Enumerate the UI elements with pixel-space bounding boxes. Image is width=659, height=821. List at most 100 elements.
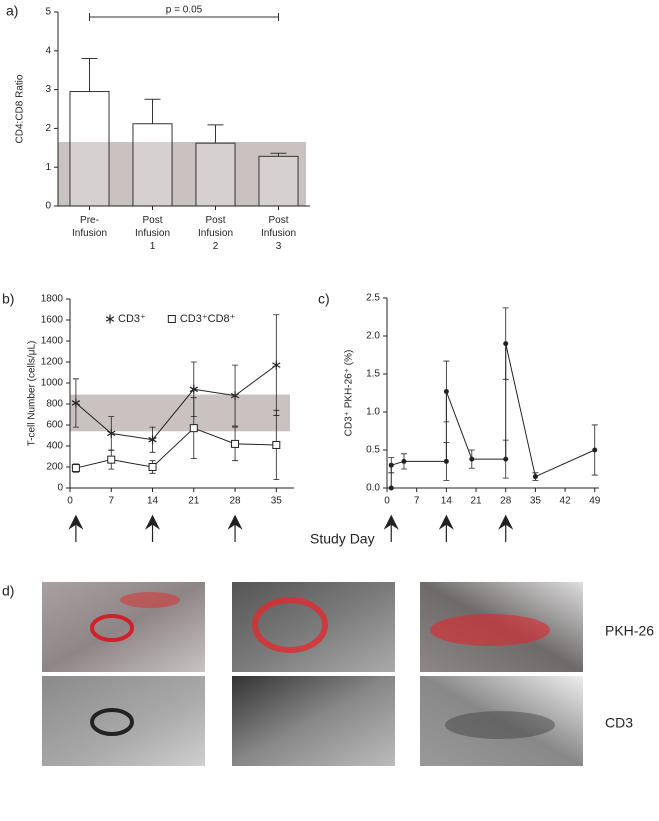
y-tick-label: 0.0 <box>366 483 380 494</box>
infusion-arrow <box>68 514 84 542</box>
x-tick-label: 28 <box>500 496 512 507</box>
point <box>532 474 538 480</box>
x-tick-label-line: Infusion <box>135 228 170 239</box>
x-tick-label: 0 <box>67 496 73 507</box>
infusion-arrow <box>383 514 399 542</box>
x-tick-label-line: 2 <box>213 241 219 252</box>
y-tick-label: 1.5 <box>366 369 380 380</box>
stain <box>90 708 134 736</box>
point <box>231 439 240 448</box>
x-tick-label-line: 1 <box>150 241 156 252</box>
y-tick-label: 4 <box>45 45 51 56</box>
micrograph <box>232 676 395 766</box>
y-tick-label: 0.5 <box>366 445 380 456</box>
legend-marker <box>167 315 176 323</box>
y-tick-label: 1 <box>45 162 51 173</box>
point <box>230 391 240 401</box>
point <box>148 435 157 445</box>
bar <box>258 155 299 207</box>
x-tick-label-line: Infusion <box>198 228 233 239</box>
reference-band <box>58 141 306 206</box>
x-tick-label-line: Infusion <box>261 228 296 239</box>
y-tick-label: 2 <box>45 123 51 134</box>
point <box>401 458 407 464</box>
x-tick-label: 42 <box>560 496 572 507</box>
y-tick-label: 1.0 <box>366 407 380 418</box>
point <box>443 388 449 394</box>
x-tick-label: 49 <box>589 496 601 507</box>
row-label: CD3 <box>605 715 633 731</box>
line <box>390 343 595 488</box>
x-tick-label: 7 <box>414 496 420 507</box>
point <box>388 462 394 468</box>
bar <box>195 142 236 207</box>
x-tick-label-line: 3 <box>276 241 282 252</box>
stain <box>430 614 550 646</box>
point <box>71 398 81 408</box>
y-tick-label: 1400 <box>41 336 64 347</box>
x-tick-label: Post Infusion 1 <box>135 215 170 252</box>
point <box>592 447 598 453</box>
panel-label: c) <box>318 291 330 307</box>
y-tick-label: 1600 <box>41 315 64 326</box>
micrograph <box>420 676 583 766</box>
point <box>272 360 281 370</box>
x-tick-label: 14 <box>441 496 453 507</box>
infusion-arrow <box>438 514 454 542</box>
point <box>388 485 394 491</box>
x-tick-label: Post Infusion 3 <box>261 215 296 252</box>
y-tick-label: 2.0 <box>366 331 380 342</box>
y-tick-label: 400 <box>46 441 63 452</box>
error-bar <box>270 152 287 157</box>
x-axis-label: Study Day <box>310 531 375 547</box>
point <box>189 424 198 433</box>
x-tick-label: 28 <box>229 496 241 507</box>
error-bar <box>207 124 224 144</box>
significance-bracket <box>89 13 279 21</box>
y-axis-label: CD4:CD8 Ratio <box>15 74 26 143</box>
panel-label: a) <box>6 3 18 19</box>
point <box>469 456 475 462</box>
micrograph <box>42 676 205 766</box>
infusion-arrow <box>144 514 161 542</box>
x-tick-label: 0 <box>384 496 390 507</box>
y-tick-label: 1200 <box>41 357 64 368</box>
y-tick-label: 0 <box>57 483 63 494</box>
y-tick-label: 1000 <box>41 378 64 389</box>
point <box>503 456 509 462</box>
line <box>75 364 277 441</box>
infusion-arrow <box>227 514 243 542</box>
infusion-arrow <box>498 514 514 542</box>
stain <box>90 614 134 642</box>
error-bar <box>81 58 98 92</box>
x-tick-label: Post Infusion 2 <box>198 215 233 252</box>
x-tick-label: 21 <box>470 496 482 507</box>
legend-label: CD3⁺ <box>118 313 146 325</box>
x-tick-label: 35 <box>271 496 283 507</box>
x-tick-label-line: Post <box>142 215 162 226</box>
point <box>107 428 116 438</box>
point <box>272 440 281 449</box>
stain <box>252 597 328 653</box>
point <box>443 458 449 464</box>
reference-band <box>70 394 290 432</box>
point <box>107 455 116 464</box>
y-axis-label: CD3⁺ PKH-26⁺ (%) <box>344 350 355 437</box>
x-tick-label-line: Pre- <box>80 215 99 226</box>
x-tick-label: 7 <box>108 496 114 507</box>
legend-label: CD3⁺CD8⁺ <box>180 313 236 325</box>
y-tick-label: 200 <box>46 462 63 473</box>
y-tick-label: 1800 <box>41 294 64 305</box>
error-bar <box>144 98 161 124</box>
point <box>148 463 157 471</box>
y-tick-label: 800 <box>46 399 63 410</box>
y-tick-label: 2.5 <box>366 293 380 304</box>
annotation: p = 0.05 <box>166 5 203 16</box>
panel-label: d) <box>2 583 14 599</box>
bar <box>132 123 173 207</box>
line <box>75 427 277 469</box>
y-tick-label: 600 <box>46 420 63 431</box>
x-tick-label: Pre- Infusion <box>72 215 107 239</box>
